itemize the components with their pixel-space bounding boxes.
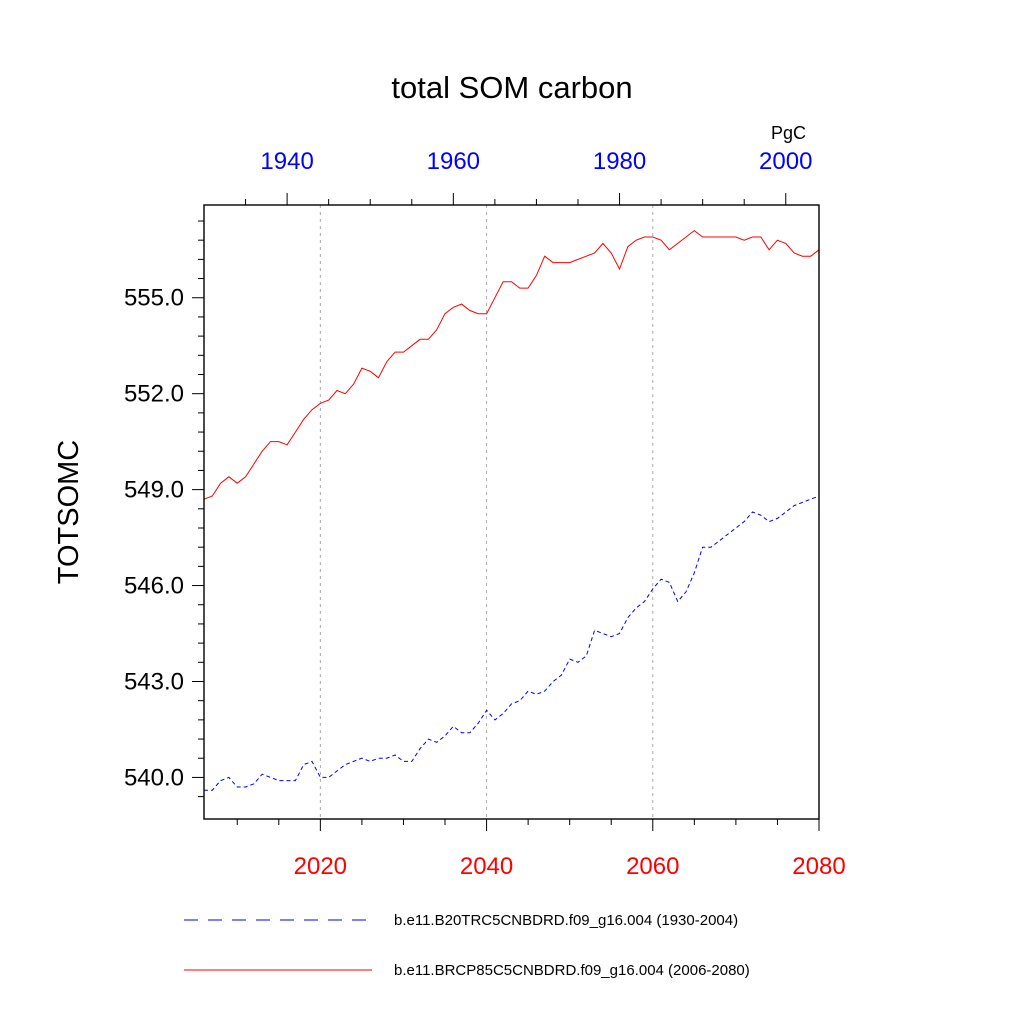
x-top-tick-label-2000: 2000	[759, 148, 812, 175]
y-tick-label-543.0: 543.0	[124, 668, 184, 695]
y-axis-label: TOTSOMC	[53, 440, 85, 584]
chart-title: total SOM carbon	[391, 70, 632, 105]
y-tick-label-555.0: 555.0	[124, 285, 184, 312]
legend-label-rcp85: b.e11.BRCP85C5CNBDRD.f09_g16.004 (2006-2…	[394, 962, 750, 979]
units-label: PgC	[771, 123, 806, 143]
grid-lines	[319, 205, 654, 819]
x-bottom-tick-labels: 2020 2040 2060 2080	[294, 853, 846, 880]
x-top-tick-label-1980: 1980	[593, 148, 646, 175]
x-bottom-tick-label-2080: 2080	[792, 853, 845, 880]
series-layer	[203, 229, 820, 791]
plot-frame	[203, 204, 820, 820]
y-tick-label-549.0: 549.0	[124, 477, 184, 504]
axis-ticks	[192, 193, 820, 831]
x-bottom-tick-label-2020: 2020	[294, 853, 347, 880]
x-bottom-tick-label-2060: 2060	[626, 853, 679, 880]
y-tick-label-546.0: 546.0	[124, 573, 184, 600]
y-tick-label-552.0: 552.0	[124, 381, 184, 408]
legend-label-historical: b.e11.B20TRC5CNBDRD.f09_g16.004 (1930-20…	[394, 912, 738, 929]
y-tick-labels: 540.0 543.0 546.0 549.0 552.0 555.0	[124, 285, 184, 792]
y-tick-label-540.0: 540.0	[124, 764, 184, 791]
x-top-tick-labels: 1940 1960 1980 2000	[260, 148, 812, 175]
series-line-0	[204, 495, 820, 791]
x-top-tick-label-1960: 1960	[427, 148, 480, 175]
x-top-tick-label-1940: 1940	[260, 148, 313, 175]
legend: b.e11.B20TRC5CNBDRD.f09_g16.004 (1930-20…	[184, 912, 750, 979]
x-bottom-tick-label-2040: 2040	[460, 853, 513, 880]
series-line-1	[203, 229, 820, 500]
